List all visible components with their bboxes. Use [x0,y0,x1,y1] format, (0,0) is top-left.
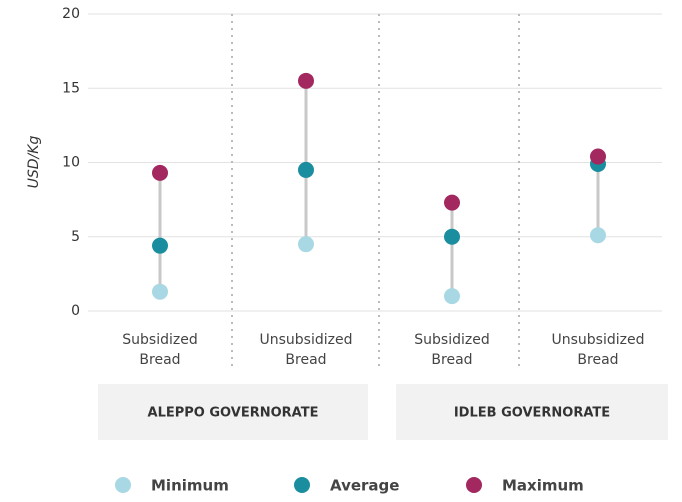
dot [298,161,314,178]
legend-swatch [115,477,131,493]
dot [152,237,168,254]
dot [298,236,314,253]
legend-label: Average [330,477,399,495]
group-box [396,384,668,440]
y-tick-label: 20 [62,6,80,22]
dot [152,283,168,300]
dot [444,228,460,245]
x-tick-label: Subsidized Bread [414,332,489,368]
group-label: IDLEB GOVERNORATE [454,406,610,421]
y-tick-label: 0 [71,303,80,319]
group-box [98,384,368,440]
dot [298,72,314,89]
y-tick-label: 10 [62,155,80,171]
group-label: ALEPPO GOVERNORATE [148,406,319,421]
dot [590,148,606,165]
dot [444,194,460,211]
legend-swatch [294,477,310,493]
dot [590,227,606,244]
x-tick-label: Unsubsidized Bread [260,332,353,368]
y-tick-label: 5 [71,229,80,245]
dot [444,288,460,305]
legend-swatch [466,477,482,493]
y-axis-label: USD/Kg [26,136,42,189]
legend-label: Maximum [502,477,584,495]
legend-label: Minimum [151,477,229,495]
dot [152,164,168,181]
x-tick-label: Subsidized Bread [122,332,197,368]
y-tick-label: 15 [62,80,80,96]
x-tick-label: Unsubsidized Bread [552,332,645,368]
